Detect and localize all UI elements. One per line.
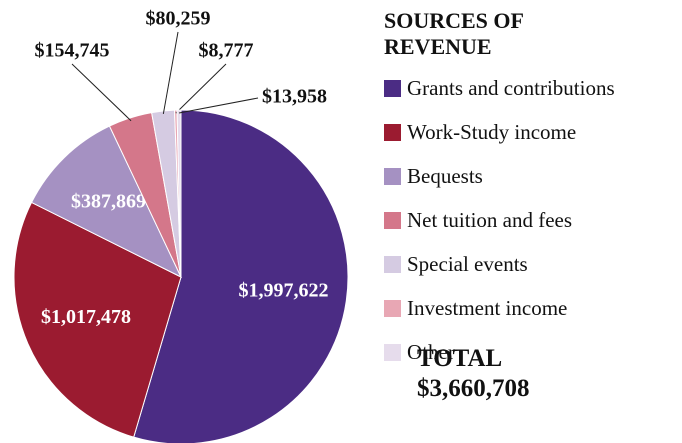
legend-label: Work-Study income [407, 119, 577, 144]
legend-label: Grants and contributions [407, 75, 615, 100]
data-label: $1,017,478 [41, 306, 131, 328]
legend-swatch [384, 343, 401, 361]
legend-swatch [384, 167, 401, 185]
leader-line [71, 63, 132, 122]
legend-item: Bequests [384, 154, 682, 198]
legend-title: SOURCES OF REVENUE [384, 8, 524, 59]
legend-item: Grants and contributions [384, 66, 682, 110]
legend-item: Special events [384, 242, 682, 286]
pie-slice [133, 109, 349, 443]
pie-slice [13, 201, 182, 438]
legend-swatch [384, 79, 401, 97]
pie-slice [176, 109, 182, 278]
legend-item: Investment income [384, 286, 682, 330]
data-label: $154,745 [35, 40, 110, 62]
total: TOTAL $3,660,708 [417, 344, 530, 404]
legend-label: Special events [407, 251, 528, 276]
legend-item: Other [384, 330, 682, 374]
total-value: $3,660,708 [417, 375, 530, 402]
data-label: $8,777 [199, 40, 254, 62]
legend-label: Investment income [407, 295, 568, 320]
data-label: $1,997,622 [238, 279, 328, 301]
leader-line [175, 63, 227, 114]
pie-chart: $1,997,622 $1,017,478 $387,869 $154,745 $80,… [13, 8, 349, 443]
leader-line [162, 31, 179, 115]
legend-swatch [384, 299, 401, 317]
total-name: TOTAL [417, 345, 503, 372]
leader-line [178, 97, 259, 114]
legend-label: Other [407, 339, 455, 364]
legend: SOURCES OF REVENUE Grants and contributi… [384, 8, 682, 374]
legend-label: Net tuition and fees [407, 207, 573, 232]
legend-items: Grants and contributions Work-Study incom… [384, 66, 682, 374]
data-label: $13,958 [262, 86, 327, 108]
legend-swatch [384, 123, 401, 141]
data-label: $387,869 [71, 191, 146, 213]
legend-item: Net tuition and fees [384, 198, 682, 242]
data-label: $80,259 [146, 8, 211, 30]
legend-swatch [384, 211, 401, 229]
pie-slice [30, 125, 183, 279]
legend-swatch [384, 255, 401, 273]
legend-item: Work-Study income [384, 110, 682, 154]
legend-label: Bequests [407, 163, 483, 188]
